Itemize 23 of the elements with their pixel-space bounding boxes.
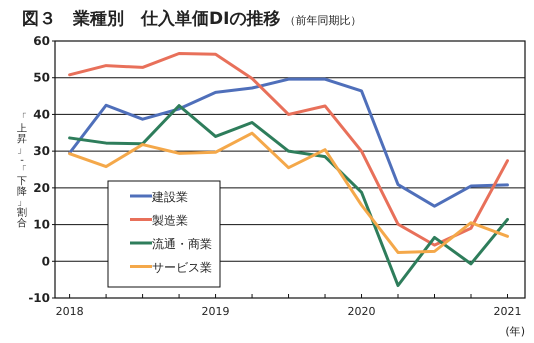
chart-title: 図３ 業種別 仕入単価DIの推移 xyxy=(22,9,280,29)
x-tick-label: 2018 xyxy=(56,305,84,318)
y-tick-label: 40 xyxy=(33,107,50,122)
legend-label: 建設業 xyxy=(151,190,188,204)
y-tick-label: 0 xyxy=(42,254,50,268)
legend-label: サービス業 xyxy=(152,260,212,274)
line-series xyxy=(68,78,509,208)
x-tick-label: 2021 xyxy=(493,305,522,318)
line-series xyxy=(68,132,509,254)
legend-label: 流通・商業 xyxy=(152,237,212,251)
legend-label: 製造業 xyxy=(152,214,188,228)
x-tick-label: 2020 xyxy=(348,305,376,318)
line-series xyxy=(68,104,509,288)
y-tick-label: 50 xyxy=(33,70,50,85)
chart-subtitle: （前年同期比） xyxy=(284,14,362,27)
y-tick-label: 10 xyxy=(33,218,50,232)
x-tick-label: 2019 xyxy=(202,305,230,318)
x-axis-title: (年) xyxy=(505,325,525,338)
y-tick-label: 20 xyxy=(33,180,50,195)
text: 「上昇」-「下降」割合 xyxy=(17,113,27,229)
y-tick-label: 60 xyxy=(33,34,50,48)
y-tick-label: -10 xyxy=(28,291,50,305)
y-tick-label: 30 xyxy=(33,144,50,158)
